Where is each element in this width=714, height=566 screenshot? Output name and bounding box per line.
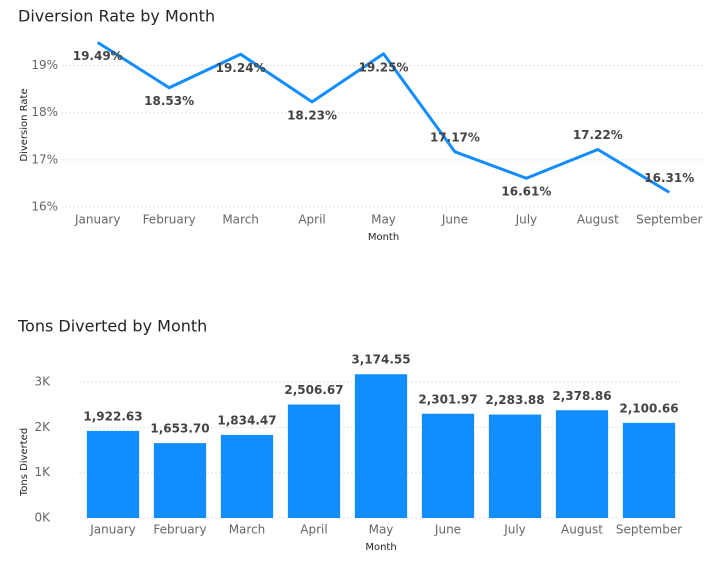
- data-label: 2,283.88: [485, 393, 544, 407]
- bar: [220, 434, 274, 518]
- x-tick-label: April: [298, 213, 325, 227]
- bar: [153, 443, 207, 518]
- bar: [421, 413, 475, 518]
- data-label: 2,506.67: [284, 383, 343, 397]
- x-tick-label: August: [561, 523, 603, 537]
- x-tick-label: July: [503, 523, 526, 537]
- data-label: 17.22%: [573, 128, 623, 142]
- data-label: 19.24%: [216, 61, 266, 75]
- data-label: 1,653.70: [150, 422, 209, 436]
- y-tick-label: 19%: [31, 58, 58, 72]
- x-tick-label: February: [153, 523, 206, 537]
- x-tick-label: June: [441, 213, 468, 227]
- data-label: 3,174.55: [351, 353, 410, 367]
- y-axis-title: Diversion Rate: [19, 88, 30, 161]
- x-tick-label: April: [300, 523, 327, 537]
- bar: [86, 430, 140, 518]
- data-label: 1,834.47: [217, 413, 276, 427]
- x-tick-label: August: [577, 213, 619, 227]
- data-label: 17.17%: [430, 130, 480, 144]
- y-tick-label: 16%: [31, 200, 58, 214]
- data-label: 16.31%: [644, 171, 694, 185]
- data-label: 18.53%: [144, 94, 194, 108]
- x-tick-label: March: [229, 523, 266, 537]
- data-label: 19.25%: [359, 60, 409, 74]
- chart-title: Diversion Rate by Month: [18, 7, 215, 26]
- x-tick-label: May: [371, 213, 396, 227]
- x-tick-label: January: [89, 523, 136, 537]
- bar: [287, 404, 341, 518]
- bar: [622, 422, 676, 518]
- y-tick-label: 0K: [34, 511, 51, 525]
- data-label: 2,378.86: [552, 389, 611, 403]
- y-tick-label: 18%: [31, 105, 58, 119]
- x-axis-title: Month: [368, 232, 399, 243]
- x-tick-label: January: [74, 213, 121, 227]
- data-label: 2,301.97: [418, 392, 477, 406]
- data-label: 16.61%: [501, 185, 551, 199]
- chart-title: Tons Diverted by Month: [17, 317, 207, 336]
- y-tick-label: 2K: [34, 420, 51, 434]
- x-tick-label: September: [616, 523, 682, 537]
- y-tick-label: 1K: [34, 465, 51, 479]
- x-tick-label: June: [434, 523, 461, 537]
- data-label: 18.23%: [287, 108, 337, 122]
- x-axis-title: Month: [365, 542, 396, 553]
- x-tick-label: February: [143, 213, 196, 227]
- y-axis-title: Tons Diverted: [19, 428, 30, 497]
- data-label: 2,100.66: [619, 401, 678, 415]
- bar: [488, 414, 542, 518]
- x-tick-label: March: [222, 213, 259, 227]
- x-tick-label: July: [515, 213, 538, 227]
- data-label: 19.49%: [73, 49, 123, 63]
- data-label: 1,922.63: [83, 409, 142, 423]
- x-tick-label: May: [369, 523, 394, 537]
- y-tick-label: 17%: [31, 152, 58, 166]
- bar: [354, 374, 408, 518]
- y-tick-label: 3K: [34, 375, 51, 389]
- bar: [555, 410, 609, 518]
- x-tick-label: September: [636, 213, 702, 227]
- line: [96, 41, 671, 194]
